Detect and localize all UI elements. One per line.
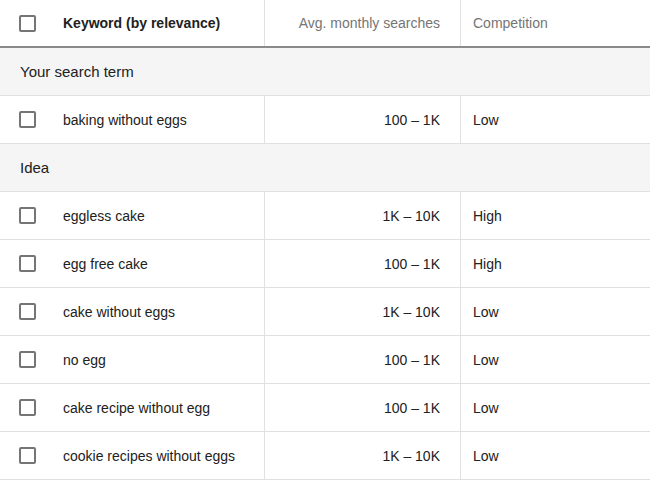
row-checkbox[interactable] [19,447,36,464]
keyword-text: no egg [63,352,106,368]
searches-cell: 100 – 1K [264,96,460,143]
keyword-cell: cookie recipes without eggs [0,432,264,479]
competition-cell: Low [460,288,650,335]
keyword-cell: no egg [0,336,264,383]
keyword-text: cake without eggs [63,304,175,320]
searches-cell: 100 – 1K [264,240,460,287]
keyword-ideas-table: Keyword (by relevance) Avg. monthly sear… [0,0,650,481]
keyword-cell: egg free cake [0,240,264,287]
row-checkbox[interactable] [19,399,36,416]
table-row-baking-without-eggs: baking without eggs 100 – 1K Low [0,96,650,144]
column-header-keyword[interactable]: Keyword (by relevance) [63,15,220,31]
table-row-cookie-recipes-without-eggs: cookie recipes without eggs 1K – 10K Low [0,432,650,480]
keyword-cell: cake recipe without egg [0,384,264,431]
table-row-cake-without-eggs: cake without eggs 1K – 10K Low [0,288,650,336]
searches-cell: 1K – 10K [264,432,460,479]
table-header-row: Keyword (by relevance) Avg. monthly sear… [0,0,650,48]
column-header-avg-monthly-searches[interactable]: Avg. monthly searches [264,0,460,46]
row-checkbox[interactable] [19,351,36,368]
keyword-text: cake recipe without egg [63,400,210,416]
keyword-cell: cake without eggs [0,288,264,335]
row-checkbox[interactable] [19,207,36,224]
section-header-idea: Idea [0,144,650,192]
keyword-text: baking without eggs [63,112,187,128]
searches-cell: 1K – 10K [264,288,460,335]
searches-cell: 100 – 1K [264,336,460,383]
competition-cell: High [460,240,650,287]
competition-cell: Low [460,96,650,143]
row-checkbox[interactable] [19,111,36,128]
keyword-cell: baking without eggs [0,96,264,143]
table-row-no-egg: no egg 100 – 1K Low [0,336,650,384]
competition-cell: Low [460,384,650,431]
table-row-eggless-cake: eggless cake 1K – 10K High [0,192,650,240]
row-checkbox[interactable] [19,303,36,320]
table-row-cake-recipe-without-egg: cake recipe without egg 100 – 1K Low [0,384,650,432]
searches-cell: 1K – 10K [264,192,460,239]
column-header-competition[interactable]: Competition [460,0,650,46]
keyword-text: cookie recipes without eggs [63,448,235,464]
competition-cell: High [460,192,650,239]
keyword-text: eggless cake [63,208,145,224]
competition-cell: Low [460,336,650,383]
competition-cell: Low [460,432,650,479]
keyword-cell: eggless cake [0,192,264,239]
row-checkbox[interactable] [19,255,36,272]
table-row-egg-free-cake: egg free cake 100 – 1K High [0,240,650,288]
section-header-your-search-term: Your search term [0,48,650,96]
searches-cell: 100 – 1K [264,384,460,431]
header-cell-keyword: Keyword (by relevance) [0,0,264,46]
select-all-checkbox[interactable] [19,15,36,32]
keyword-text: egg free cake [63,256,148,272]
